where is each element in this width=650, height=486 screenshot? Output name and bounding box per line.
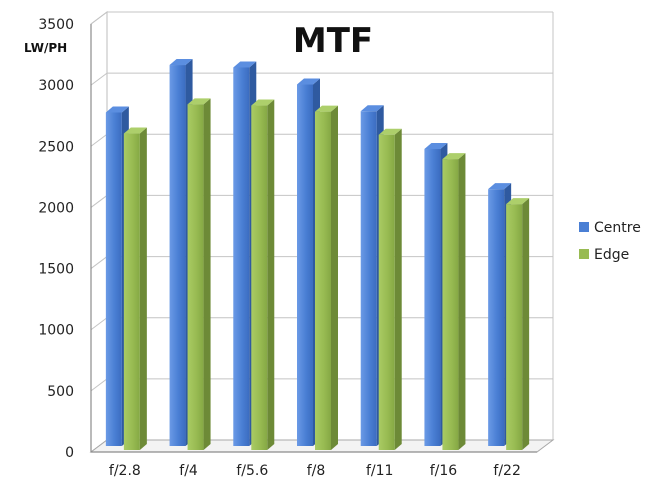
bar-edge-f/5.6 — [251, 99, 275, 450]
bar-edge-f/11 — [378, 128, 402, 450]
chart-title: MTF — [293, 21, 373, 61]
bar-top-face — [169, 59, 193, 66]
bar-front-face — [297, 84, 313, 446]
bars — [105, 59, 530, 451]
left-wall — [90, 11, 108, 453]
bar-top-face — [105, 106, 129, 113]
gridline-side — [90, 317, 108, 331]
bar-edge-f/8 — [315, 105, 338, 451]
y-tick-label: 2000 — [38, 200, 74, 216]
legend: Centre Edge — [579, 220, 641, 263]
y-tick-label: 0 — [65, 445, 74, 461]
y-axis-label: LW/PH — [24, 41, 67, 55]
bar-front-face — [169, 65, 186, 446]
legend-label-edge: Edge — [594, 247, 629, 263]
y-tick-label: 1500 — [38, 262, 74, 278]
bar-front-face — [251, 105, 268, 450]
bar-edge-f/16 — [442, 153, 466, 451]
x-tick-label: f/11 — [366, 463, 393, 479]
y-tick-label: 2500 — [38, 139, 74, 155]
bar-top-face — [315, 105, 338, 112]
bar-side-face — [331, 105, 338, 451]
x-tick-label: f/16 — [430, 463, 458, 479]
bar-front-face — [378, 134, 395, 450]
x-tick-label: f/8 — [307, 463, 326, 479]
x-axis-tick-labels: f/2.8 f/4 f/5.6 f/8 f/11 f/16 f/22 — [109, 463, 521, 479]
legend-label-centre: Centre — [594, 220, 641, 236]
legend-swatch-edge — [579, 249, 589, 259]
bar-front-face — [506, 204, 523, 450]
bar-top-face — [424, 143, 448, 150]
bar-side-face — [522, 198, 530, 450]
bar-edge-f/22 — [506, 198, 530, 450]
bar-top-face — [488, 183, 512, 190]
y-tick-label: 500 — [47, 384, 74, 400]
gridline-side — [90, 72, 108, 86]
bar-front-face — [488, 189, 505, 446]
bar-top-face — [297, 78, 320, 85]
bar-front-face — [360, 111, 377, 447]
bar-edge-f/4 — [187, 98, 211, 451]
x-tick-label: f/4 — [179, 463, 198, 479]
bar-front-face — [315, 111, 331, 451]
gridline-side — [90, 195, 108, 208]
bar-side-face — [394, 128, 402, 450]
y-tick-label: 3500 — [38, 17, 74, 33]
bar-top-face — [442, 153, 466, 160]
y-tick-label: 3000 — [38, 78, 74, 94]
bar-top-face — [251, 99, 275, 106]
gridline-side — [90, 133, 108, 147]
y-tick-label: 1000 — [38, 323, 74, 339]
bar-top-face — [123, 127, 147, 134]
gridline-side — [90, 378, 108, 392]
bar-side-face — [267, 99, 275, 450]
gridline-side — [90, 11, 108, 25]
bar-top-face — [378, 128, 402, 135]
bar-top-face — [360, 105, 384, 112]
bar-top-face — [187, 98, 211, 105]
legend-swatch-centre — [579, 222, 589, 232]
bar-top-face — [233, 61, 257, 68]
bar-edge-f/2.8 — [123, 127, 147, 451]
bar-front-face — [442, 159, 459, 451]
bar-front-face — [105, 112, 122, 446]
y-axis-tick-labels: 0 500 1000 1500 2000 2500 3000 3500 — [38, 17, 74, 461]
bar-side-face — [458, 153, 466, 451]
bar-front-face — [424, 149, 441, 446]
chart-back-wall — [90, 11, 108, 453]
bar-front-face — [123, 133, 140, 451]
bar-front-face — [233, 67, 250, 447]
x-tick-label: f/5.6 — [236, 463, 268, 479]
x-tick-label: f/22 — [493, 463, 520, 479]
bar-top-face — [506, 198, 530, 205]
gridline-side — [90, 256, 108, 269]
bar-front-face — [187, 104, 204, 451]
bar-side-face — [139, 127, 147, 451]
bar-side-face — [203, 98, 211, 451]
x-tick-label: f/2.8 — [109, 463, 141, 479]
